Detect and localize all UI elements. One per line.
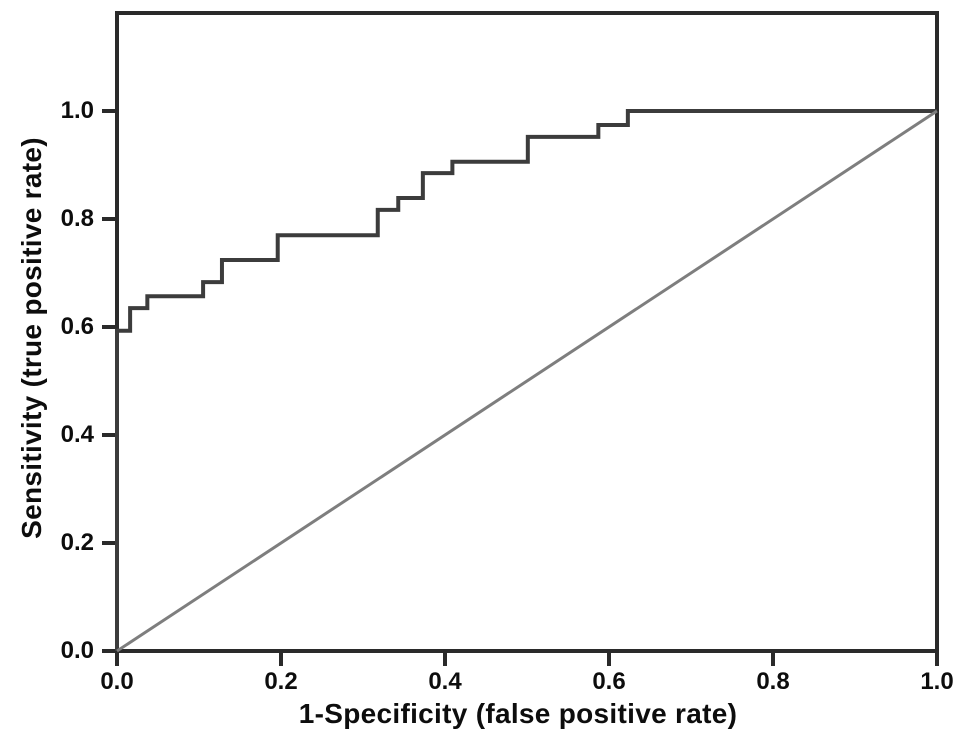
- x-tick-label: 1.0: [920, 668, 954, 695]
- y-tick-label: 1.0: [60, 97, 94, 124]
- x-tick-label: 0.0: [100, 668, 134, 695]
- plot-frame: [115, 11, 939, 653]
- y-tick-label: 0.4: [60, 421, 94, 448]
- y-tick-label: 0.2: [60, 529, 94, 556]
- y-tick-label: 0.0: [60, 637, 94, 664]
- y-tick-label: 0.6: [60, 313, 94, 340]
- x-tick-label: 0.8: [756, 668, 790, 695]
- x-tick-label: 0.4: [428, 668, 462, 695]
- x-tick-label: 0.6: [592, 668, 626, 695]
- y-axis-title: Sensitivity (true positive rate): [16, 137, 47, 539]
- x-axis-title: 1-Specificity (false positive rate): [298, 698, 738, 729]
- y-tick-label: 0.8: [60, 205, 94, 232]
- roc-curve-line: [115, 109, 937, 651]
- x-tick-label: 0.2: [264, 668, 298, 695]
- reference-diagonal-line: [116, 109, 938, 653]
